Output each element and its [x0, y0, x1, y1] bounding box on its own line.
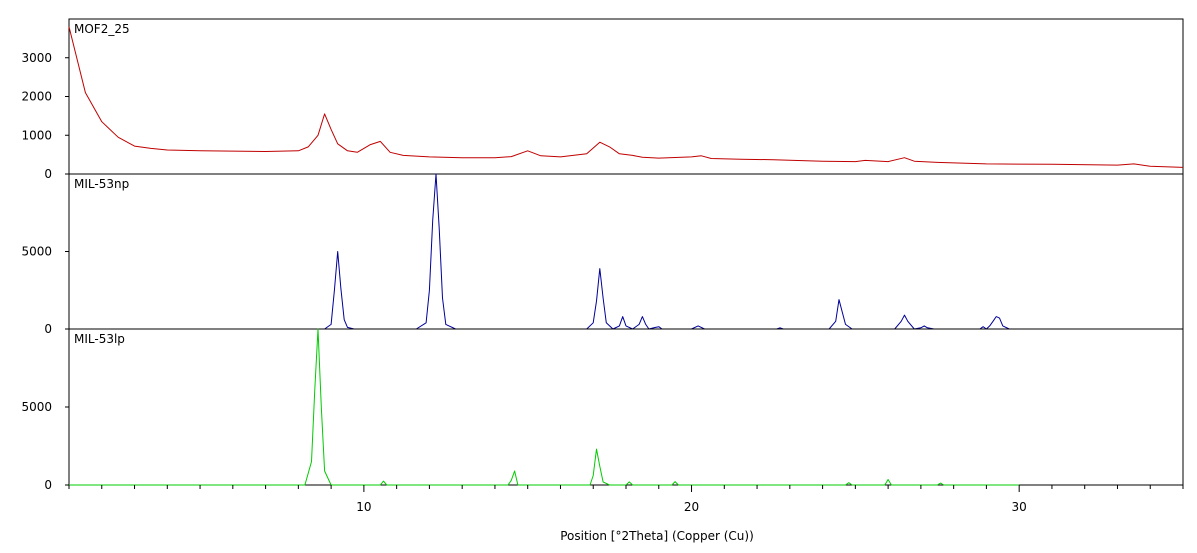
- y-tick-label: 5000: [21, 245, 52, 259]
- y-tick-label: 5000: [21, 400, 52, 414]
- panel-frame: [68, 328, 1184, 486]
- x-tick-label: 10: [356, 500, 371, 514]
- x-axis: 10 20 30: [68, 485, 1184, 514]
- panel-1: 0 5000 MIL-53np: [21, 173, 1184, 336]
- y-tick-label: 0: [44, 322, 52, 336]
- y-tick-label: 0: [44, 478, 52, 492]
- panels-layer: 0 1000 2000 3000 MOF2_25 0 5000 MIL-53np 0 5000 MI…: [21, 18, 1184, 492]
- series-line: [68, 26, 1184, 168]
- panel-frame: [68, 173, 1184, 330]
- x-axis-title: Position [°2Theta] (Copper (Cu)): [560, 529, 754, 543]
- panel-0: 0 1000 2000 3000 MOF2_25: [21, 18, 1184, 181]
- x-tick-label: 30: [1012, 500, 1027, 514]
- panel-name-label: MIL-53np: [74, 177, 129, 191]
- panel-name-label: MIL-53lp: [74, 332, 125, 346]
- y-tick-label: 2000: [21, 90, 52, 104]
- panel-name-label: MOF2_25: [74, 22, 130, 36]
- series-line: [69, 173, 1183, 330]
- y-tick-label: 3000: [21, 51, 52, 65]
- x-tick-label: 20: [684, 500, 699, 514]
- series-line: [69, 328, 1020, 486]
- y-tick-label: 1000: [21, 128, 52, 142]
- y-tick-label: 0: [44, 167, 52, 181]
- panel-2: 0 5000 MIL-53lp: [21, 328, 1184, 492]
